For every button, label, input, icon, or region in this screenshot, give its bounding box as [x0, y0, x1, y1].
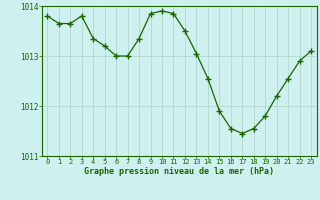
X-axis label: Graphe pression niveau de la mer (hPa): Graphe pression niveau de la mer (hPa): [84, 167, 274, 176]
